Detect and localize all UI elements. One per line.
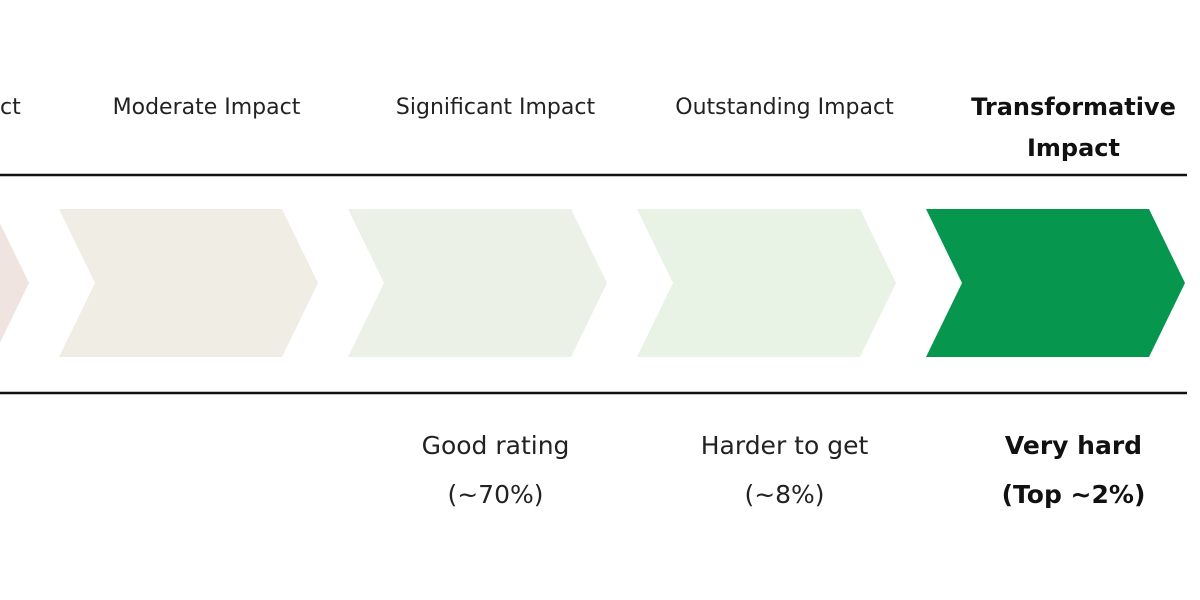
stage-note: (~70%) — [447, 480, 543, 509]
stage-note: Harder to get — [701, 431, 869, 460]
stage-label: Transformative — [971, 93, 1176, 121]
stage-label: Moderate Impact — [113, 95, 301, 120]
stage-label: Significant Impact — [396, 95, 596, 120]
chevron — [637, 209, 896, 357]
stage-label: Outstanding Impact — [675, 95, 894, 120]
chevron — [0, 223, 29, 343]
stage-note: Good rating — [422, 431, 570, 460]
chevron — [348, 209, 607, 357]
stage-note: (~8%) — [744, 480, 824, 509]
stage-label: Impact — [1027, 134, 1120, 162]
chevron — [926, 209, 1185, 357]
chevron — [59, 209, 318, 357]
stage-note: Very hard — [1005, 431, 1142, 460]
stage-note: (Top ~2%) — [1002, 480, 1146, 509]
stage-label: ct — [0, 95, 21, 120]
